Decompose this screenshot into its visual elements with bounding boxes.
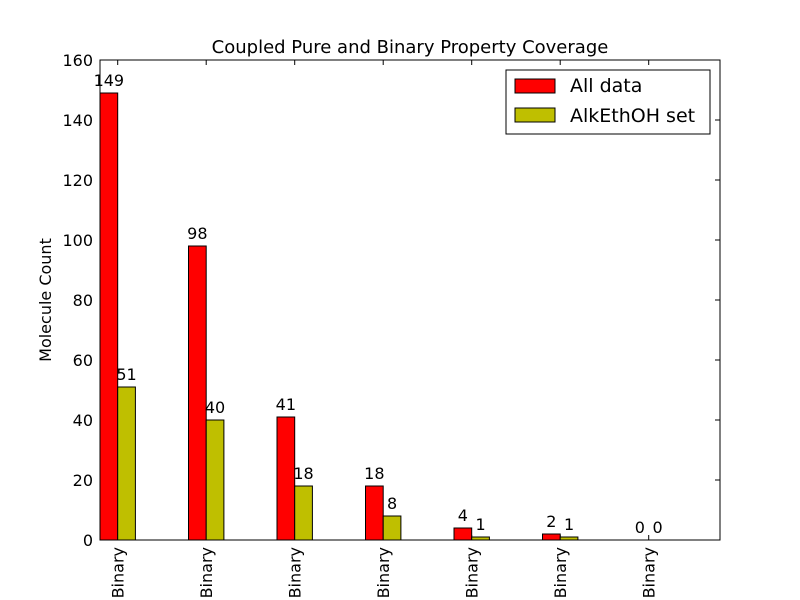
bar <box>382 515 402 541</box>
bar <box>117 386 136 541</box>
x-tick-label: Binary <box>286 547 305 598</box>
y-tick-label: 80 <box>73 291 93 310</box>
x-tick-label: Binary <box>374 547 393 598</box>
legend: All data AlkEthOH set <box>505 69 711 135</box>
y-tick-label: 160 <box>62 51 93 70</box>
data-label: 1 <box>564 515 574 534</box>
y-tick-label: 100 <box>62 231 93 250</box>
y-tick-label: 40 <box>73 411 93 430</box>
data-label: 18 <box>364 464 384 483</box>
data-label: 98 <box>187 224 207 243</box>
legend-swatch-alkethoh-set <box>514 107 556 123</box>
data-label: 18 <box>293 464 313 483</box>
bar <box>99 92 119 541</box>
data-label: 0 <box>652 518 662 537</box>
legend-label-all-data: All data <box>570 75 642 97</box>
bar <box>365 485 384 541</box>
data-label: 41 <box>276 395 296 414</box>
y-tick-label: 0 <box>83 531 93 550</box>
x-tick-label: Binary <box>197 547 216 598</box>
x-tick-label: Binary <box>640 547 659 598</box>
bar <box>453 527 473 541</box>
chart-title: Coupled Pure and Binary Property Coverag… <box>212 37 609 58</box>
data-label: 51 <box>116 365 136 384</box>
x-tick-label: Binary <box>551 547 570 598</box>
x-tick-label: Binary <box>109 547 128 598</box>
plot-frame <box>99 59 721 541</box>
data-label: 8 <box>387 494 397 513</box>
bar <box>205 419 225 541</box>
bar <box>542 533 561 541</box>
y-tick-label: 140 <box>62 111 93 130</box>
bars <box>99 92 579 541</box>
legend-label-alkethoh-set: AlkEthOH set <box>570 105 695 127</box>
bar <box>188 245 207 541</box>
y-tick-label: 20 <box>73 471 93 490</box>
bar <box>294 485 313 541</box>
legend-swatch-all-data <box>514 78 556 94</box>
data-label: 2 <box>546 512 556 531</box>
y-axis-label: Molecule Count <box>36 238 55 362</box>
y-tick-label: 60 <box>73 351 93 370</box>
data-label: 0 <box>635 518 645 537</box>
data-label: 4 <box>458 506 468 525</box>
data-label: 40 <box>205 398 225 417</box>
x-tick-label: Binary <box>463 547 482 598</box>
y-tick-label: 120 <box>62 171 93 190</box>
bar <box>276 416 296 541</box>
data-label: 1 <box>475 515 485 534</box>
data-label: 149 <box>94 71 125 90</box>
